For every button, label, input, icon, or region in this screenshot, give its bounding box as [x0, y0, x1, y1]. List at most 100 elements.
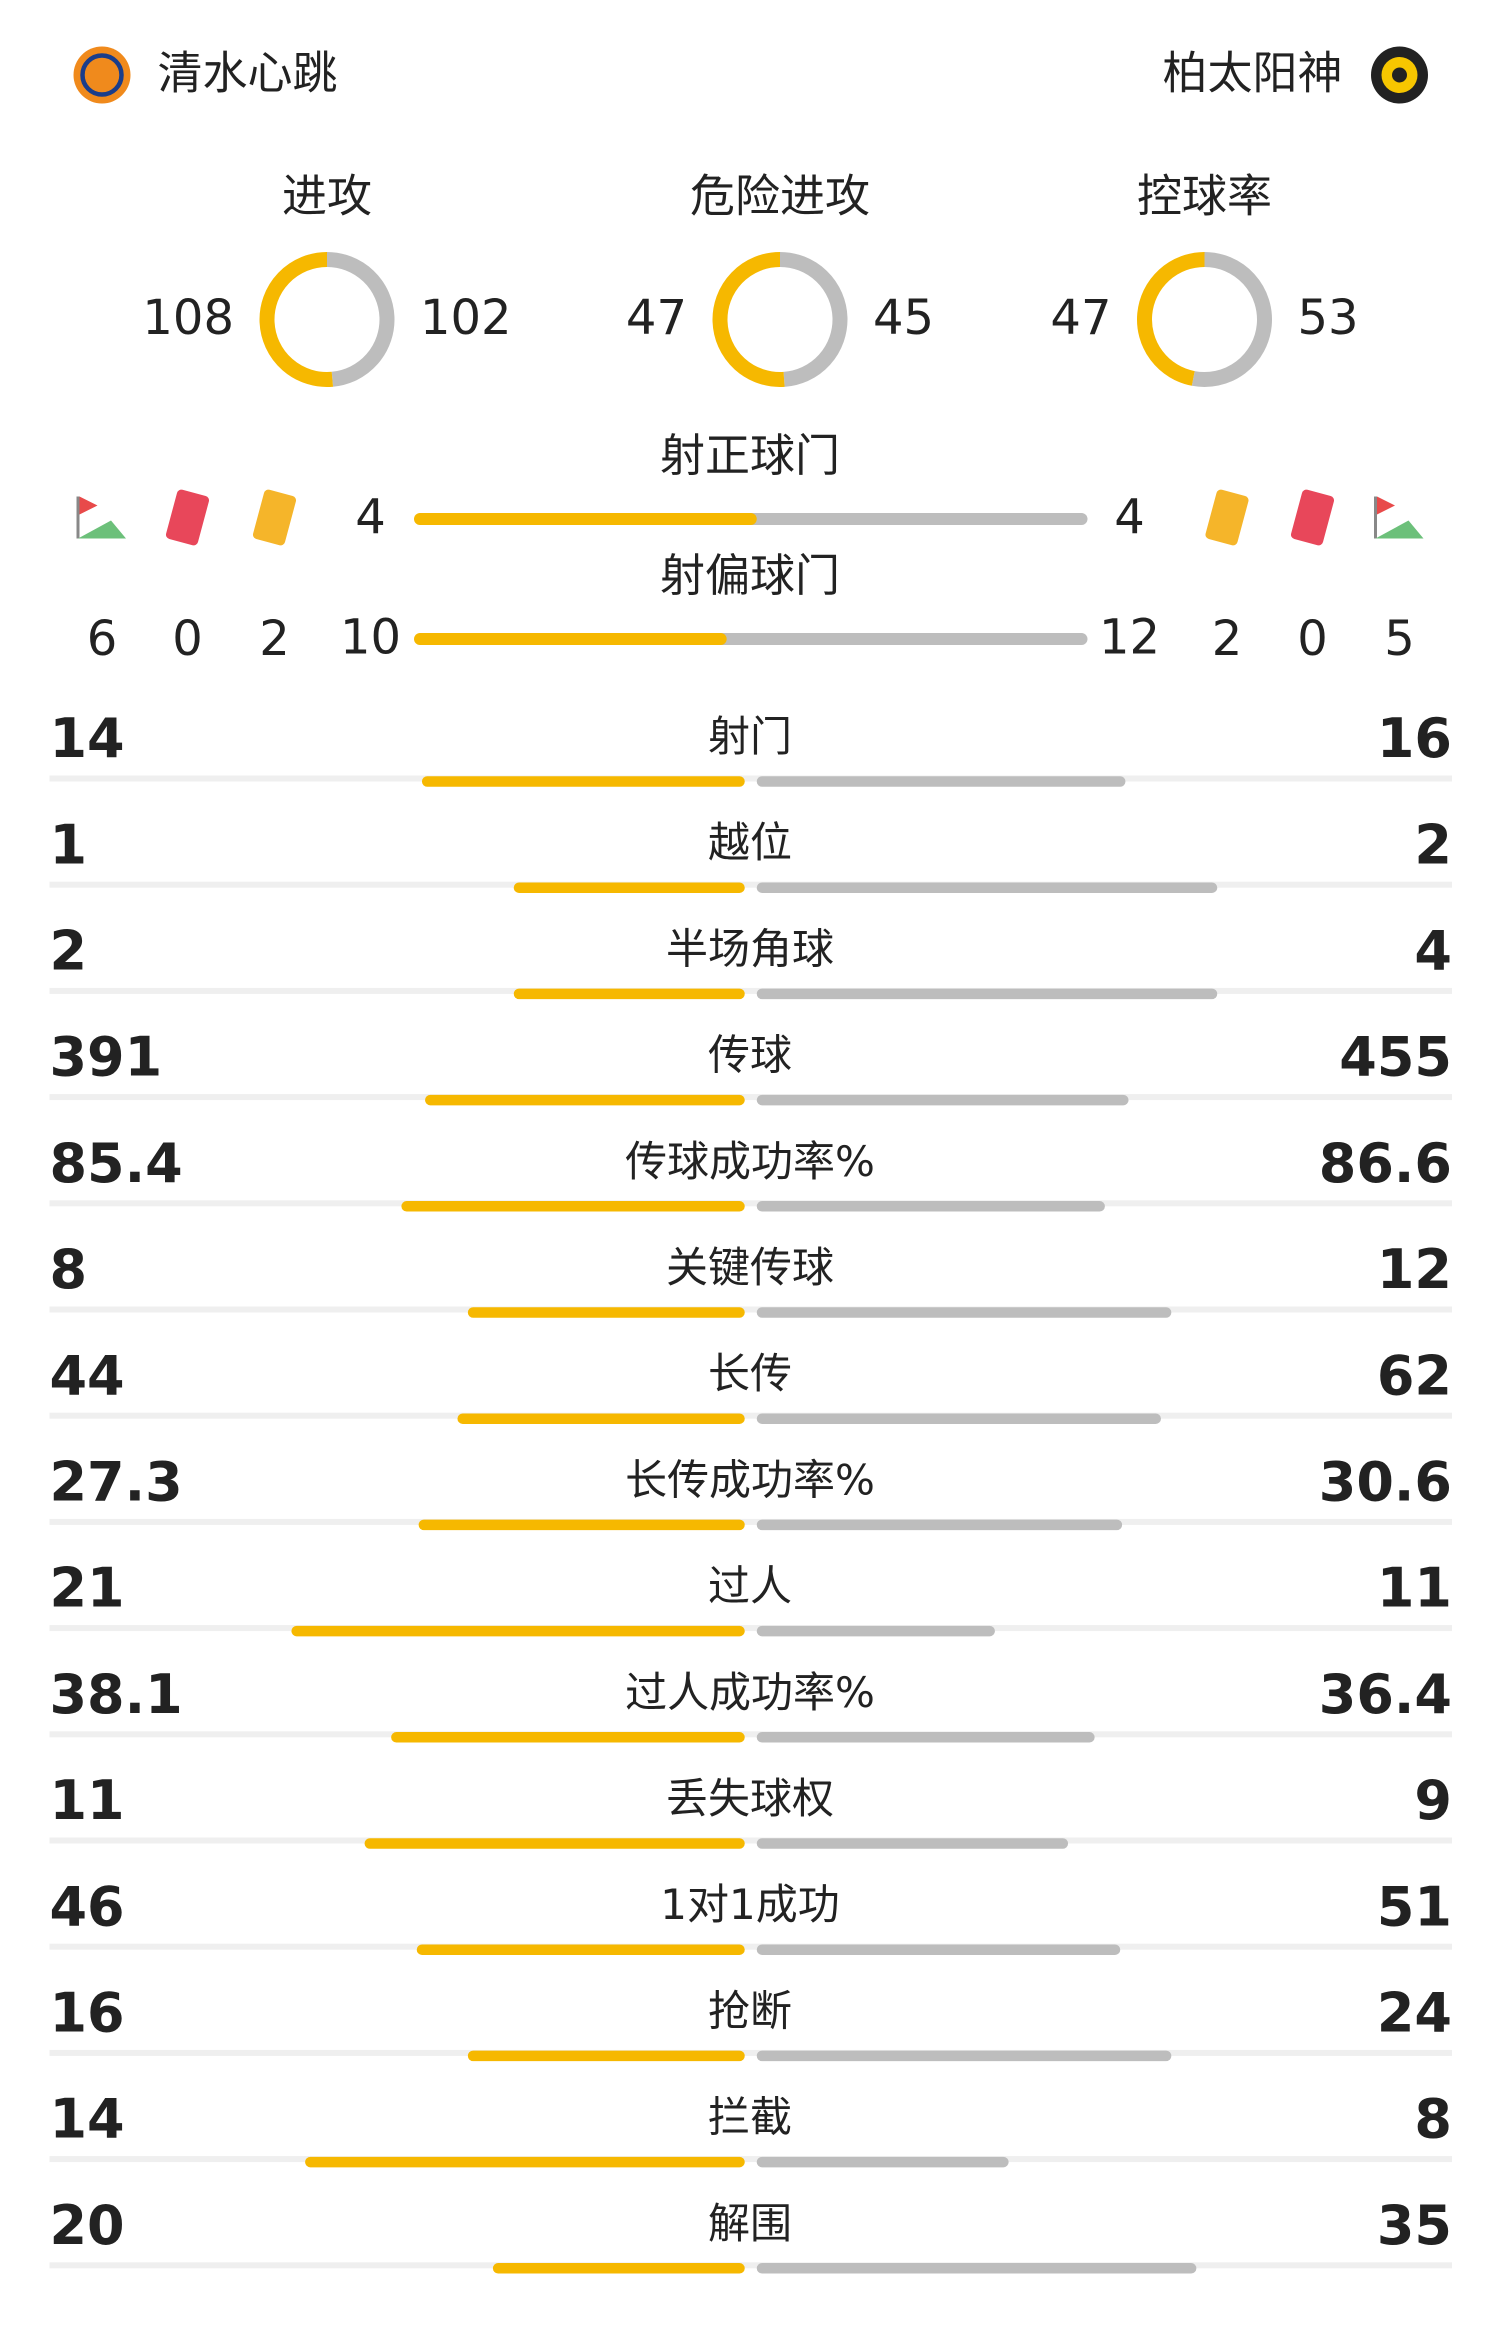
stat-track	[49, 1200, 1452, 1207]
stat-home: 38.1	[50, 1663, 183, 1726]
stat-label: 传球	[708, 1031, 792, 1080]
summary-away: 53	[1297, 290, 1358, 346]
stat-label: 长传成功率%	[625, 1455, 875, 1504]
stat-home: 85.4	[50, 1132, 183, 1195]
stat-away: 51	[1377, 1875, 1452, 1938]
shot-home: 4	[355, 489, 386, 545]
stat-label: 半场角球	[666, 924, 834, 973]
stat-away: 86.6	[1319, 1132, 1452, 1195]
stat-track	[49, 775, 1452, 782]
home-corners: 6	[87, 611, 118, 667]
stat-label: 传球成功率%	[625, 1137, 875, 1186]
shot-away: 4	[1114, 489, 1145, 545]
home-team: 清水心跳	[158, 46, 338, 99]
stat-home: 27.3	[50, 1451, 183, 1514]
stat-track	[49, 1625, 1452, 1632]
summary-home: 47	[626, 290, 687, 346]
stat-track	[49, 2156, 1452, 2163]
stat-track	[49, 1943, 1452, 1950]
stat-away: 4	[1414, 920, 1452, 983]
ring-away	[1191, 251, 1272, 387]
stat-track	[49, 1412, 1452, 1419]
shot-home: 10	[340, 609, 401, 665]
stat-track	[49, 1837, 1452, 1844]
away-logo	[1370, 46, 1428, 104]
stat-home: 16	[50, 1982, 125, 2045]
shot-label: 射正球门	[660, 429, 840, 482]
stat-home: 44	[50, 1344, 125, 1407]
away-corners: 5	[1384, 611, 1415, 667]
stat-label: 1对1成功	[660, 1880, 839, 1929]
stat-track	[49, 2262, 1452, 2269]
stat-away: 12	[1377, 1238, 1452, 1301]
stat-away: 8	[1414, 2088, 1452, 2151]
stat-home: 1	[50, 813, 88, 876]
shot-label: 射偏球门	[660, 549, 840, 602]
stat-home: 2	[50, 920, 88, 983]
stat-track	[49, 987, 1452, 994]
ring-home	[1137, 251, 1205, 386]
away-team: 柏太阳神	[1163, 46, 1343, 99]
stat-away: 35	[1377, 2194, 1452, 2257]
summary-label: 进攻	[282, 169, 372, 222]
stat-away: 9	[1414, 1769, 1452, 1832]
stat-away: 62	[1377, 1344, 1452, 1407]
summary-label: 危险进攻	[690, 169, 870, 222]
corner-flag-icon	[78, 520, 127, 539]
stat-label: 射门	[708, 712, 792, 761]
summary-label: 控球率	[1137, 169, 1272, 222]
stat-track	[49, 1306, 1452, 1313]
stat-away: 455	[1339, 1026, 1452, 1089]
stat-track	[49, 2049, 1452, 2056]
stat-track	[49, 881, 1452, 888]
stat-track	[49, 1731, 1452, 1738]
stat-away: 36.4	[1319, 1663, 1452, 1726]
yellow-card-icon	[1205, 489, 1249, 546]
yellow-card-icon	[252, 489, 297, 546]
stat-away: 30.6	[1319, 1451, 1452, 1514]
home-yellow-cards: 2	[259, 611, 290, 667]
home-red-cards: 0	[172, 611, 203, 667]
stat-label: 抢断	[708, 1986, 792, 2035]
home-logo	[73, 46, 131, 104]
stat-home: 46	[50, 1875, 125, 1938]
stat-label: 过人成功率%	[625, 1668, 875, 1717]
corner-flag-icon	[1376, 496, 1395, 515]
shot-away: 12	[1099, 609, 1160, 665]
stat-home: 20	[50, 2194, 125, 2257]
stat-track	[49, 1518, 1452, 1525]
stat-home: 21	[50, 1557, 125, 1620]
ring-home	[712, 251, 785, 387]
summary-home: 47	[1050, 290, 1111, 346]
corner-flag-icon	[1375, 520, 1424, 539]
ring-home	[259, 251, 334, 387]
stat-away: 16	[1377, 707, 1452, 770]
summary-away: 102	[420, 290, 512, 346]
summary-away: 45	[873, 290, 934, 346]
corner-flag-icon	[79, 496, 98, 515]
stat-home: 14	[50, 707, 125, 770]
stat-away: 2	[1414, 813, 1452, 876]
ring-away	[326, 251, 395, 387]
stat-away: 24	[1377, 1982, 1452, 2045]
stat-label: 拦截	[708, 2093, 792, 2142]
stat-label: 长传	[708, 1349, 792, 1398]
stat-track	[49, 1094, 1452, 1101]
stat-home: 391	[50, 1026, 163, 1089]
summary-home: 108	[142, 290, 234, 346]
stat-home: 14	[50, 2088, 125, 2151]
stat-label: 关键传球	[666, 1243, 834, 1292]
stat-home: 11	[50, 1769, 125, 1832]
away-red-cards: 0	[1297, 611, 1328, 667]
stat-label: 过人	[708, 1562, 792, 1611]
stat-home: 8	[50, 1238, 88, 1301]
red-card-icon	[165, 489, 210, 546]
ring-away	[779, 251, 848, 387]
stat-label: 丢失球权	[666, 1774, 834, 1823]
red-card-icon	[1290, 489, 1335, 546]
stat-label: 解围	[708, 2199, 792, 2248]
away-yellow-cards: 2	[1212, 611, 1243, 667]
stat-away: 11	[1377, 1557, 1452, 1620]
